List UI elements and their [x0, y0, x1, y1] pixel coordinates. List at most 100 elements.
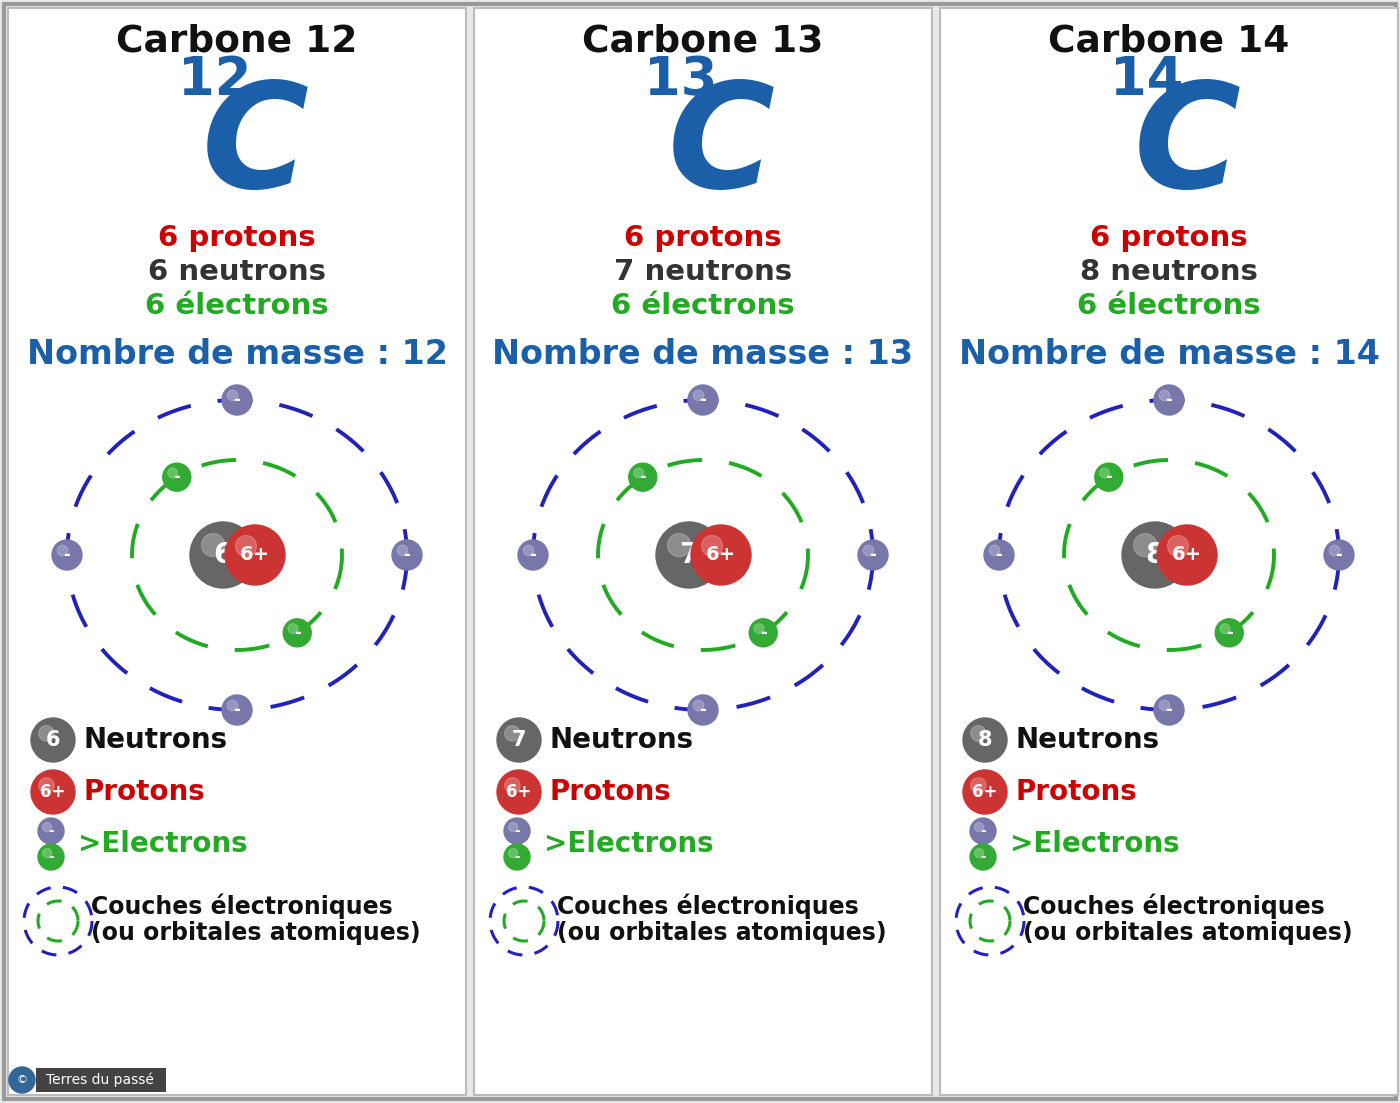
Circle shape: [31, 718, 76, 762]
Text: 6 protons: 6 protons: [1091, 224, 1247, 251]
Text: 6+: 6+: [706, 546, 736, 565]
Circle shape: [858, 540, 888, 570]
Circle shape: [52, 540, 83, 570]
Text: -: -: [1336, 546, 1343, 564]
Circle shape: [38, 844, 64, 870]
Text: -: -: [514, 850, 519, 864]
Circle shape: [42, 848, 52, 858]
Text: Neutrons: Neutrons: [1015, 726, 1159, 754]
Circle shape: [504, 778, 521, 793]
Circle shape: [508, 848, 518, 858]
Text: -: -: [48, 824, 53, 838]
Circle shape: [38, 818, 64, 844]
Circle shape: [1154, 385, 1184, 415]
Circle shape: [1329, 545, 1340, 556]
Circle shape: [392, 540, 421, 570]
Text: Neutrons: Neutrons: [83, 726, 227, 754]
Text: -: -: [980, 850, 986, 864]
FancyBboxPatch shape: [4, 4, 1396, 1099]
Text: Nombre de masse : 12: Nombre de masse : 12: [27, 339, 448, 372]
Circle shape: [1215, 619, 1243, 646]
Circle shape: [288, 623, 298, 633]
Circle shape: [202, 534, 224, 557]
Circle shape: [634, 468, 644, 478]
Circle shape: [963, 770, 1007, 814]
Text: -: -: [63, 546, 70, 564]
Circle shape: [497, 718, 540, 762]
Circle shape: [1154, 695, 1184, 725]
Circle shape: [190, 522, 256, 588]
Text: 6 protons: 6 protons: [624, 224, 781, 251]
Text: 6+: 6+: [973, 783, 998, 801]
Text: 6+: 6+: [239, 546, 270, 565]
Text: -: -: [1106, 468, 1112, 486]
Text: Nombre de masse : 13: Nombre de masse : 13: [493, 339, 913, 372]
Text: 7: 7: [679, 540, 699, 569]
Circle shape: [504, 844, 531, 870]
Text: 7: 7: [512, 730, 526, 750]
Circle shape: [1134, 534, 1156, 557]
Text: Terres du passé: Terres du passé: [46, 1073, 154, 1088]
Text: 13: 13: [644, 54, 718, 106]
Circle shape: [227, 390, 238, 400]
Circle shape: [1324, 540, 1354, 570]
Text: 6: 6: [213, 540, 232, 569]
Text: 7 neutrons: 7 neutrons: [615, 258, 792, 286]
Text: Nombre de masse : 14: Nombre de masse : 14: [959, 339, 1379, 372]
Circle shape: [497, 770, 540, 814]
Circle shape: [970, 844, 995, 870]
FancyBboxPatch shape: [8, 8, 466, 1095]
Circle shape: [223, 695, 252, 725]
Text: Protons: Protons: [549, 778, 671, 806]
Text: 8 neutrons: 8 neutrons: [1079, 258, 1259, 286]
FancyBboxPatch shape: [36, 1068, 167, 1092]
Text: Protons: Protons: [83, 778, 204, 806]
Text: Carbone 14: Carbone 14: [1049, 24, 1289, 60]
Text: 6 neutrons: 6 neutrons: [148, 258, 326, 286]
Text: 6+: 6+: [1172, 546, 1203, 565]
Text: -: -: [514, 824, 519, 838]
Text: 6 électrons: 6 électrons: [612, 292, 795, 320]
Text: -: -: [174, 468, 181, 486]
Circle shape: [1095, 463, 1123, 491]
Circle shape: [701, 535, 722, 557]
Text: 6 électrons: 6 électrons: [146, 292, 329, 320]
Text: >Electrons: >Electrons: [545, 829, 714, 858]
Text: C: C: [668, 77, 774, 218]
FancyBboxPatch shape: [475, 8, 932, 1095]
Text: (ou orbitales atomiques): (ou orbitales atomiques): [1023, 921, 1352, 945]
Circle shape: [1121, 522, 1189, 588]
Text: C: C: [202, 77, 308, 218]
Circle shape: [223, 385, 252, 415]
Circle shape: [864, 545, 874, 556]
Circle shape: [162, 463, 190, 491]
Circle shape: [687, 695, 718, 725]
Text: 14: 14: [1110, 54, 1183, 106]
Text: -: -: [294, 624, 301, 642]
Circle shape: [755, 623, 764, 633]
Circle shape: [693, 700, 704, 710]
Text: 6 protons: 6 protons: [158, 224, 316, 251]
Text: ©: ©: [17, 1075, 28, 1085]
Text: -: -: [234, 702, 241, 719]
Circle shape: [508, 823, 518, 832]
Circle shape: [227, 700, 238, 710]
Circle shape: [398, 545, 407, 556]
Text: -: -: [700, 702, 707, 719]
Circle shape: [39, 778, 55, 793]
Circle shape: [39, 726, 55, 741]
Circle shape: [657, 522, 722, 588]
Circle shape: [31, 770, 76, 814]
Text: >Electrons: >Electrons: [1009, 829, 1180, 858]
Text: -: -: [995, 546, 1002, 564]
Circle shape: [283, 619, 311, 646]
Text: Couches électroniques: Couches électroniques: [557, 893, 858, 919]
Circle shape: [692, 525, 750, 585]
Text: Couches électroniques: Couches électroniques: [91, 893, 393, 919]
Circle shape: [42, 823, 52, 832]
Text: 12: 12: [178, 54, 252, 106]
Text: Couches électroniques: Couches électroniques: [1023, 893, 1324, 919]
Text: -: -: [640, 468, 647, 486]
Circle shape: [235, 535, 256, 557]
Text: Carbone 13: Carbone 13: [582, 24, 823, 60]
